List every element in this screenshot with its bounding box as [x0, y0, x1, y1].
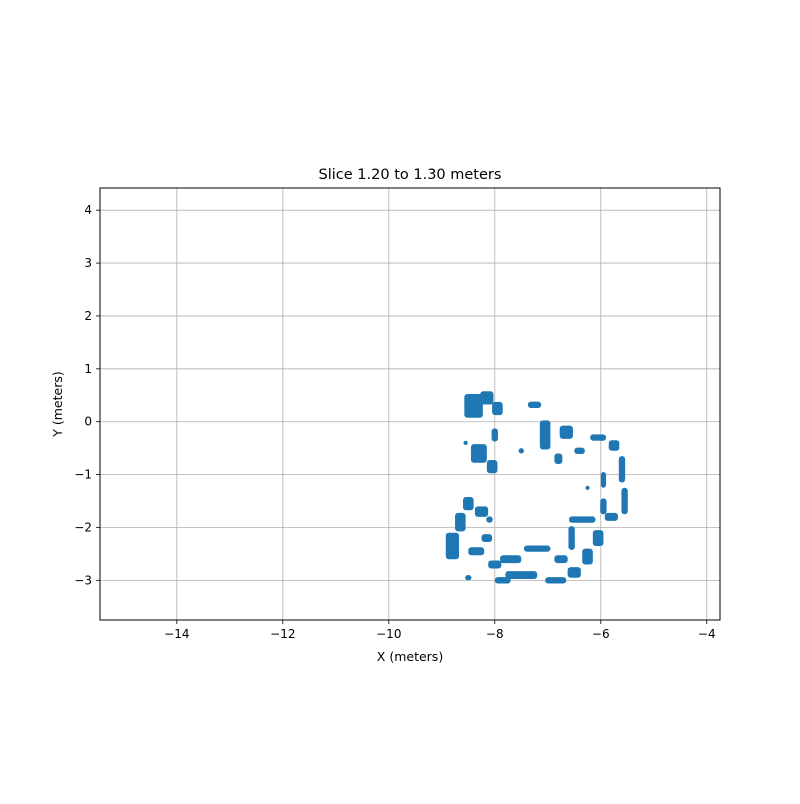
point-cluster [465, 575, 472, 581]
y-axis-label: Y (meters) [50, 371, 65, 437]
point-cluster [582, 548, 593, 565]
y-tick-label: 0 [84, 415, 92, 429]
point-cluster [500, 555, 522, 564]
point-cluster [545, 577, 567, 584]
x-tick-label: −12 [270, 627, 295, 641]
x-tick-label: −6 [592, 627, 610, 641]
x-tick-label: −4 [698, 627, 716, 641]
point-cluster [554, 453, 563, 465]
point-cluster [592, 530, 604, 546]
point-cluster [445, 532, 460, 560]
y-tick-label: −1 [74, 468, 92, 482]
point-cluster [455, 512, 466, 532]
y-tick-label: 1 [84, 362, 92, 376]
point-cluster [470, 444, 487, 463]
point-cluster [518, 448, 524, 454]
point-cluster [481, 534, 493, 543]
plot-frame [99, 187, 721, 621]
point-cluster [492, 401, 503, 416]
point-cluster [468, 547, 485, 556]
point-cluster [585, 485, 590, 490]
point-cluster [621, 487, 628, 515]
x-tick-label: −14 [164, 627, 189, 641]
point-cluster [494, 577, 511, 584]
point-cluster [463, 440, 468, 445]
point-cluster [568, 516, 596, 523]
point-cluster [523, 545, 551, 552]
point-cluster [590, 434, 607, 441]
x-axis-label: X (meters) [377, 649, 443, 664]
point-cluster [600, 498, 607, 515]
point-cluster [574, 447, 585, 454]
point-cluster [539, 420, 551, 450]
point-cluster [464, 393, 483, 418]
y-tick-label: −3 [74, 573, 92, 587]
data-points [445, 391, 628, 584]
point-cluster [604, 512, 618, 521]
y-tick-label: 4 [84, 203, 92, 217]
point-cluster [608, 440, 620, 451]
point-cluster [527, 401, 542, 408]
point-cluster [480, 391, 494, 405]
point-cluster [559, 425, 573, 439]
point-cluster [486, 516, 493, 523]
point-cluster [488, 560, 502, 569]
point-cluster [618, 456, 626, 483]
y-tick-label: 2 [84, 309, 92, 323]
point-cluster [554, 555, 568, 564]
point-cluster [568, 526, 575, 550]
point-cluster [486, 460, 498, 474]
point-cluster [600, 471, 607, 488]
point-cluster [567, 567, 581, 578]
point-cluster [491, 428, 498, 442]
x-tick-label: −10 [376, 627, 401, 641]
grid [100, 188, 720, 620]
y-tick-label: 3 [84, 256, 92, 270]
point-cluster [505, 571, 538, 580]
y-tick-label: −2 [74, 520, 92, 534]
point-cluster [474, 506, 489, 517]
point-cluster [462, 497, 474, 511]
x-tick-label: −8 [486, 627, 504, 641]
chart-title: Slice 1.20 to 1.30 meters [319, 167, 502, 183]
